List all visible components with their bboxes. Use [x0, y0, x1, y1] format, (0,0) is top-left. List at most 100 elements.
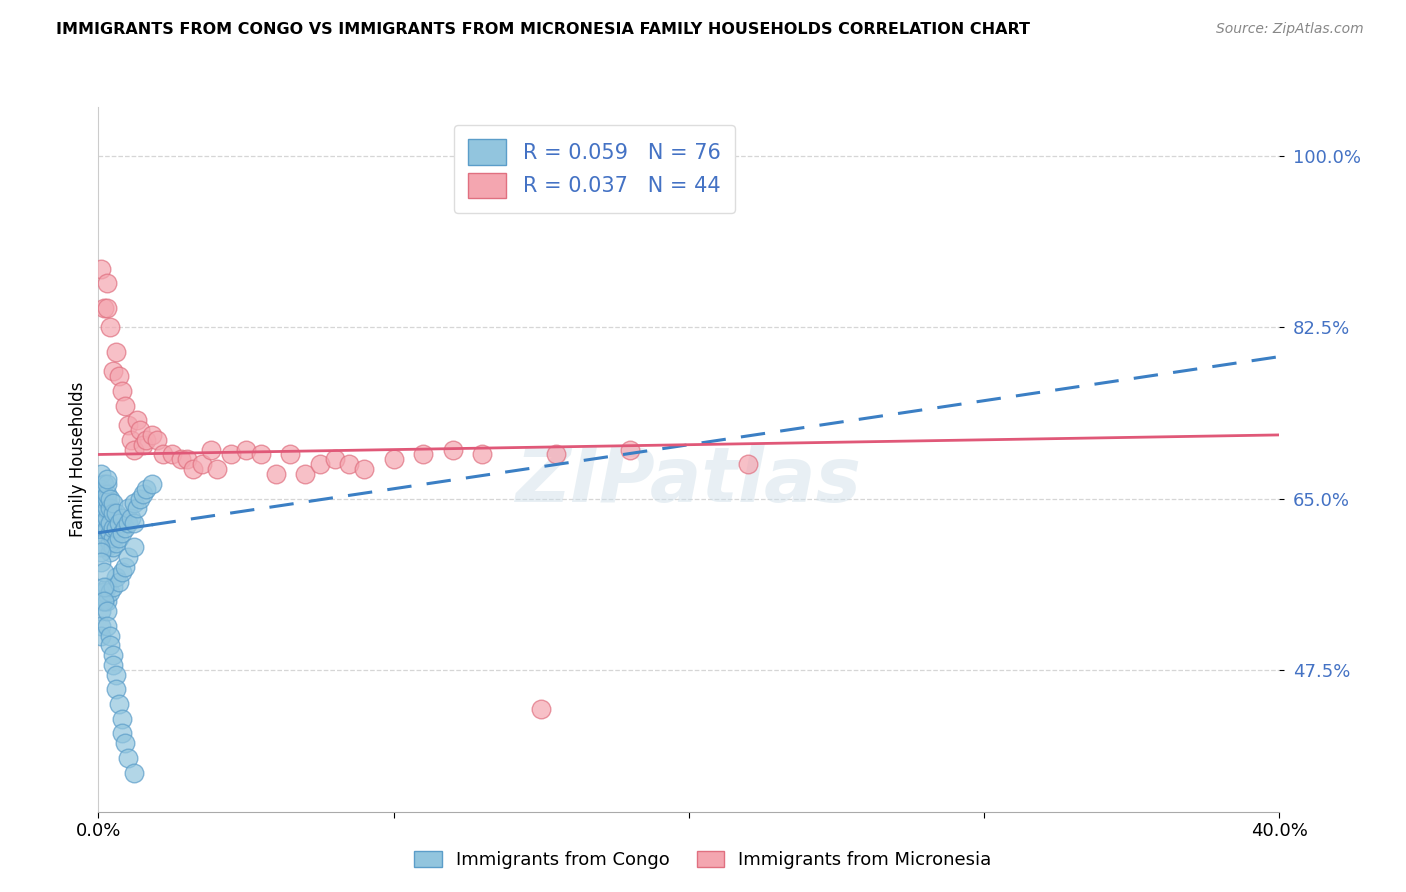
Point: [90, 496, 112, 510]
Point: [135, 482, 157, 496]
Point: [93, 501, 115, 516]
Point: [89, 501, 111, 516]
Point: [122, 765, 145, 780]
Point: [170, 452, 193, 467]
Point: [90, 482, 112, 496]
Point: [111, 712, 134, 726]
Point: [122, 442, 145, 457]
Point: [96, 594, 118, 608]
Point: [90, 467, 112, 481]
Point: [103, 541, 125, 555]
Point: [111, 511, 134, 525]
Point: [90, 545, 112, 559]
Point: [98, 501, 121, 516]
Point: [105, 344, 128, 359]
Point: [122, 516, 145, 530]
Point: [152, 448, 174, 462]
Point: [264, 467, 287, 481]
Point: [93, 580, 115, 594]
Point: [90, 628, 112, 642]
Point: [96, 301, 118, 315]
Point: [96, 604, 118, 618]
Point: [120, 433, 142, 447]
Text: ZIPatlas: ZIPatlas: [516, 443, 862, 517]
Point: [98, 545, 121, 559]
Point: [125, 413, 148, 427]
Point: [191, 457, 214, 471]
Point: [309, 457, 332, 471]
Point: [108, 369, 131, 384]
Point: [98, 516, 121, 530]
Point: [103, 580, 125, 594]
Point: [114, 399, 136, 413]
Point: [93, 516, 115, 530]
Point: [546, 448, 568, 462]
Point: [96, 521, 118, 535]
Point: [108, 516, 131, 530]
Point: [96, 277, 118, 291]
Point: [103, 521, 125, 535]
Point: [93, 525, 115, 540]
Point: [111, 726, 134, 740]
Point: [103, 496, 125, 510]
Point: [132, 486, 155, 500]
Point: [93, 594, 115, 608]
Y-axis label: Family Households: Family Households: [69, 382, 87, 537]
Point: [619, 442, 641, 457]
Point: [96, 491, 118, 506]
Point: [96, 476, 118, 491]
Point: [176, 452, 198, 467]
Point: [146, 433, 169, 447]
Point: [132, 438, 155, 452]
Point: [117, 550, 139, 565]
Point: [111, 565, 134, 579]
Point: [90, 486, 112, 500]
Point: [96, 501, 118, 516]
Point: [89, 506, 111, 520]
Point: [96, 486, 118, 500]
Point: [105, 570, 128, 584]
Point: [737, 457, 759, 471]
Point: [117, 418, 139, 433]
Point: [353, 462, 375, 476]
Point: [96, 531, 118, 545]
Point: [98, 491, 121, 506]
Point: [441, 442, 464, 457]
Point: [120, 511, 142, 525]
Text: Source: ZipAtlas.com: Source: ZipAtlas.com: [1216, 22, 1364, 37]
Point: [114, 521, 136, 535]
Point: [111, 384, 134, 398]
Point: [114, 736, 136, 750]
Point: [105, 682, 128, 697]
Legend: Immigrants from Congo, Immigrants from Micronesia: Immigrants from Congo, Immigrants from M…: [405, 842, 1001, 879]
Legend: R = 0.059   N = 76, R = 0.037   N = 44: R = 0.059 N = 76, R = 0.037 N = 44: [454, 125, 735, 213]
Point: [93, 486, 115, 500]
Point: [221, 448, 243, 462]
Point: [103, 657, 125, 672]
Point: [235, 442, 257, 457]
Point: [135, 433, 157, 447]
Point: [108, 574, 131, 589]
Text: IMMIGRANTS FROM CONGO VS IMMIGRANTS FROM MICRONESIA FAMILY HOUSEHOLDS CORRELATIO: IMMIGRANTS FROM CONGO VS IMMIGRANTS FROM…: [56, 22, 1031, 37]
Point: [98, 584, 121, 599]
Point: [93, 584, 115, 599]
Point: [471, 448, 494, 462]
Point: [323, 452, 346, 467]
Point: [96, 511, 118, 525]
Point: [105, 521, 128, 535]
Point: [89, 541, 111, 555]
Point: [128, 491, 150, 506]
Point: [91, 501, 114, 516]
Point: [98, 320, 121, 334]
Point: [280, 448, 302, 462]
Point: [93, 511, 115, 525]
Point: [90, 604, 112, 618]
Point: [93, 565, 115, 579]
Point: [250, 448, 273, 462]
Point: [205, 462, 228, 476]
Point: [93, 301, 115, 315]
Point: [90, 261, 112, 276]
Point: [98, 535, 121, 549]
Point: [103, 364, 125, 378]
Point: [90, 516, 112, 530]
